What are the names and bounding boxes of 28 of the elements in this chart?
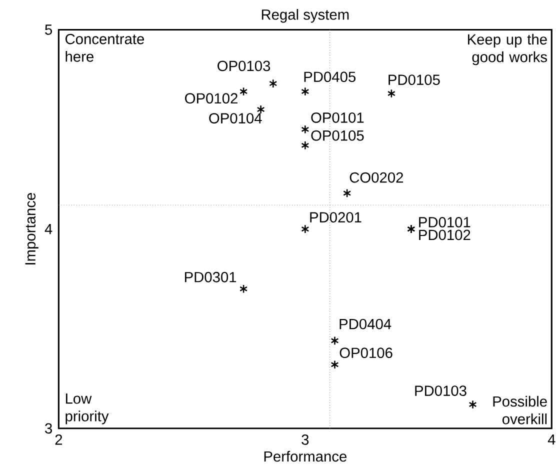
annotation: Possible overkill [493, 396, 547, 424]
annotation: PD0105 [388, 74, 440, 85]
annotation: Low priority [66, 393, 109, 424]
y-tick-label: 4 [44, 224, 52, 234]
annotation: PD0301 [184, 272, 236, 282]
y-tick-label: 5 [45, 24, 52, 35]
annotation: PD0405 [304, 71, 356, 82]
x-tick-label: 2 [55, 434, 62, 445]
annotation: OP0105 [311, 130, 364, 141]
x-tick-label: 4 [548, 434, 556, 444]
annotation: OP0104 [209, 112, 262, 124]
x-axis-title: Performance [264, 450, 346, 462]
annotation: PD0201 [310, 212, 362, 222]
annotation: CO0202 [350, 172, 403, 183]
annotation: PD0404 [340, 318, 392, 330]
annotation: OP0102 [185, 93, 238, 104]
chart-title: Regal system [262, 8, 349, 23]
annotation: Concentrate here [66, 34, 144, 62]
y-axis-title: Importance [25, 192, 38, 264]
y-tick-label: 3 [45, 423, 52, 434]
annotation: PD0103 [415, 385, 466, 396]
annotation: OP0101 [311, 112, 364, 123]
annotation: OP0103 [218, 60, 270, 71]
annotation: Keep up the good works [468, 34, 547, 65]
annotation: OP0106 [340, 348, 392, 358]
annotation: PD0101 [419, 216, 470, 228]
x-tick-label: 3 [302, 434, 309, 445]
annotation: PD0102 [419, 230, 470, 240]
